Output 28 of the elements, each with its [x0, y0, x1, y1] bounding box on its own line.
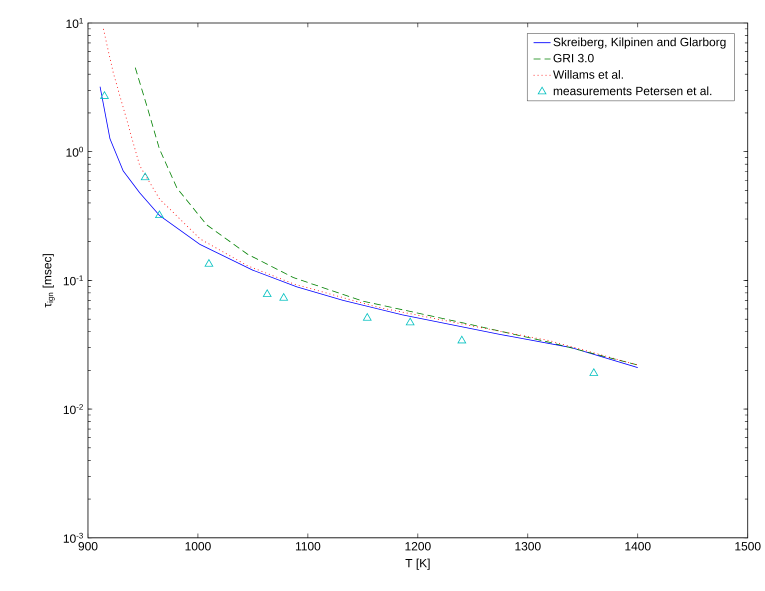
y-tick-label: 10$^{-3}$	[64, 532, 83, 543]
point	[279, 293, 288, 301]
x-tick-label: 1200	[405, 542, 431, 551]
legend-label: Skreiberg, Kilpinen and Glarborg	[554, 38, 726, 49]
x-tick-label: 1100	[296, 542, 320, 551]
x-axis-title: T [K]	[406, 558, 430, 570]
y-tick-label: 10$^{-2}$	[64, 404, 83, 414]
point	[204, 259, 214, 267]
legend-label: measurements Petersen et al.	[554, 86, 712, 96]
point	[406, 318, 414, 326]
point	[155, 210, 164, 218]
legend-label: Willams et al.	[553, 70, 623, 79]
x-tick-label: 1400	[625, 542, 651, 551]
y-tick-label: 10$^{1}$	[66, 18, 83, 28]
point	[458, 336, 466, 344]
point	[262, 290, 272, 298]
x-tick-label: 900	[78, 542, 98, 551]
x-tick-label: 1500	[735, 542, 761, 551]
y-tick-label: 10$^{0}$	[66, 146, 83, 157]
point	[140, 172, 150, 180]
x-tick-label: 1300	[515, 542, 541, 551]
point	[362, 313, 372, 321]
x-tick-label: 1000	[186, 542, 211, 551]
y-axis-title: τ$_{ign}$ [msec]	[42, 254, 55, 308]
point	[100, 91, 109, 99]
point	[590, 368, 598, 376]
y-tick-label: 10$^{-1}$	[64, 276, 83, 286]
legend-label: GRI 3.0	[554, 54, 594, 62]
